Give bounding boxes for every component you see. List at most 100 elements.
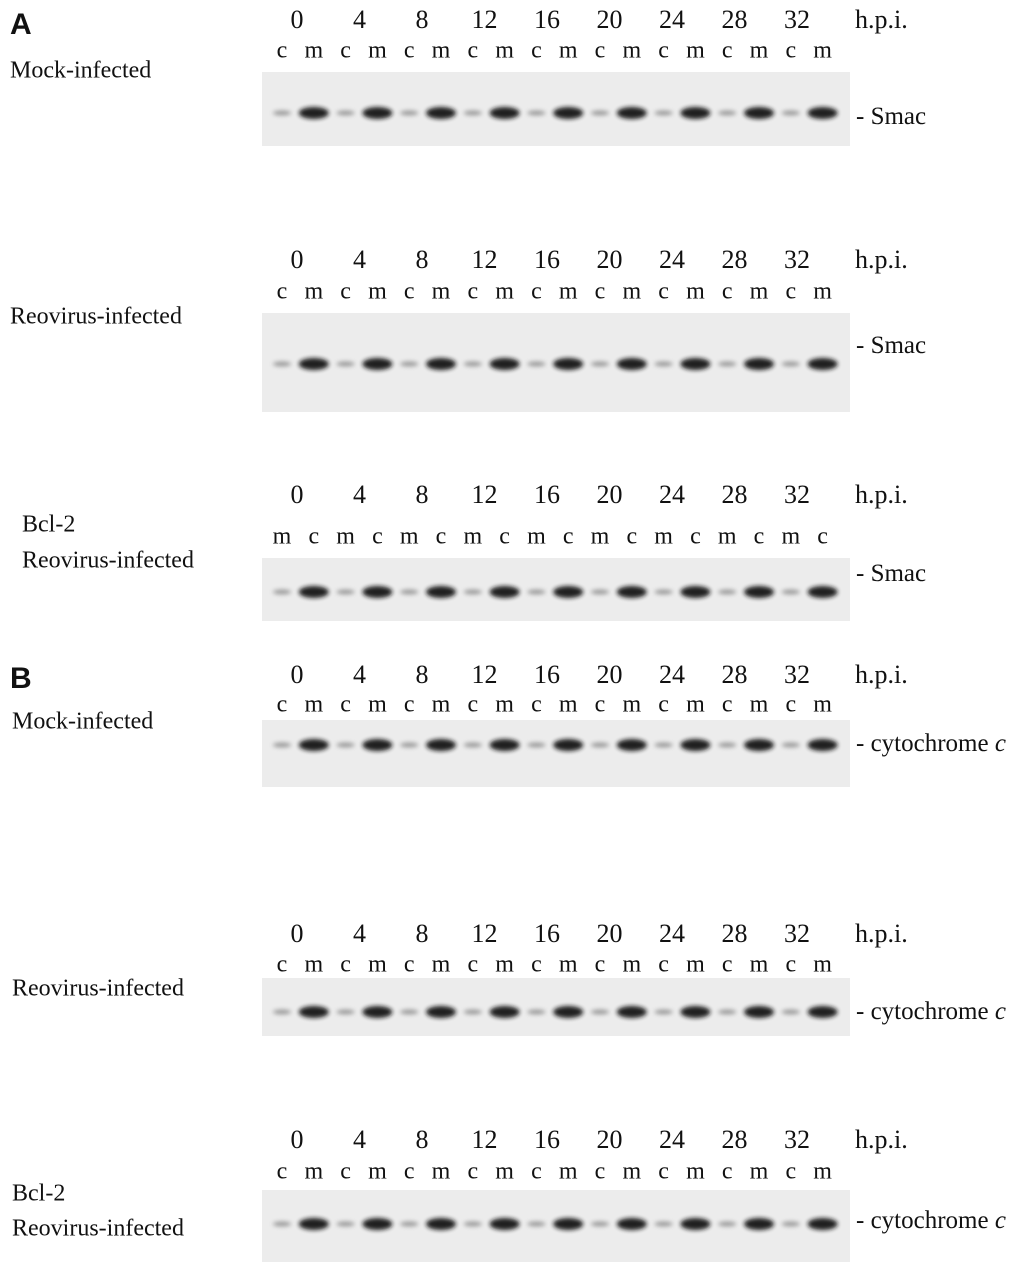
lane-label: c (595, 1159, 606, 1185)
band (299, 586, 329, 598)
lane-label: m (750, 1159, 769, 1185)
band (680, 739, 710, 751)
band-label: - Smac (856, 103, 926, 130)
band (464, 1010, 482, 1015)
band (718, 1010, 736, 1015)
lane-label: m (432, 279, 451, 305)
sample-label: Reovirus-infected (22, 548, 194, 574)
lane-label: c (785, 952, 796, 978)
hour-label: 24 (659, 245, 685, 274)
band (337, 111, 355, 116)
band (591, 1010, 609, 1015)
band (337, 743, 355, 748)
band (744, 358, 774, 370)
hour-label: 12 (472, 5, 498, 34)
band (744, 107, 774, 119)
lane-label: c (340, 692, 351, 718)
lane-label: c (531, 692, 542, 718)
lane-label: c (595, 38, 606, 64)
sample-label: Reovirus-infected (12, 1216, 184, 1242)
lane-label: c (404, 279, 415, 305)
band (362, 107, 392, 119)
band (273, 590, 291, 595)
band (490, 1006, 520, 1018)
band (680, 358, 710, 370)
band (808, 739, 838, 751)
band (617, 739, 647, 751)
lane-label: m (813, 692, 832, 718)
band (426, 1006, 456, 1018)
band-label: - Smac (856, 560, 926, 587)
lane-label: m (304, 38, 323, 64)
band (490, 358, 520, 370)
hours-unit: h.p.i. (855, 480, 908, 509)
lane-label: m (559, 279, 578, 305)
band (744, 1218, 774, 1230)
band (400, 111, 418, 116)
hour-label: 28 (722, 919, 748, 948)
hour-label: 8 (416, 5, 429, 34)
lane-label: c (467, 38, 478, 64)
hour-label: 24 (659, 919, 685, 948)
band (273, 743, 291, 748)
band (744, 586, 774, 598)
band (426, 358, 456, 370)
lane-label: c (722, 279, 733, 305)
band (655, 1222, 673, 1227)
lane-label: c (785, 692, 796, 718)
lane-label: m (463, 524, 482, 550)
band (655, 743, 673, 748)
lane-label: c (467, 952, 478, 978)
band (464, 590, 482, 595)
lane-label: c (404, 38, 415, 64)
lane-label: m (591, 524, 610, 550)
band (490, 739, 520, 751)
lane-label: m (304, 1159, 323, 1185)
hour-label: 0 (291, 1125, 304, 1154)
band (362, 1218, 392, 1230)
band (527, 1010, 545, 1015)
lane-label: c (531, 38, 542, 64)
band (782, 1010, 800, 1015)
band-name: - cytochrome (856, 1207, 989, 1234)
band (490, 586, 520, 598)
hour-label: 16 (534, 660, 560, 689)
lane-label: c (595, 952, 606, 978)
hour-label: 8 (416, 480, 429, 509)
hours-unit: h.p.i. (855, 245, 908, 274)
band (744, 1006, 774, 1018)
lane-label: m (368, 692, 387, 718)
band-label: - cytochrome c (856, 1207, 1006, 1234)
band (362, 739, 392, 751)
band (527, 362, 545, 367)
lane-label: m (686, 952, 705, 978)
hour-label: 20 (597, 660, 623, 689)
lane-label: c (595, 692, 606, 718)
band-name: - Smac (856, 560, 926, 587)
band (591, 743, 609, 748)
hour-label: 28 (722, 1125, 748, 1154)
lane-label: m (273, 524, 292, 550)
lane-label: c (817, 524, 828, 550)
lane-label: c (499, 524, 510, 550)
lane-label: c (722, 692, 733, 718)
band-name-italic: c (995, 730, 1006, 757)
band (400, 1010, 418, 1015)
lane-label: m (622, 38, 641, 64)
lane-label: m (654, 524, 673, 550)
lane-label: m (495, 1159, 514, 1185)
band (400, 590, 418, 595)
band (464, 111, 482, 116)
lane-label: c (658, 38, 669, 64)
band-label: - cytochrome c (856, 730, 1006, 757)
band (782, 743, 800, 748)
band (527, 1222, 545, 1227)
band (808, 1006, 838, 1018)
band (680, 1006, 710, 1018)
band (362, 358, 392, 370)
band (718, 743, 736, 748)
hour-label: 24 (659, 5, 685, 34)
hour-label: 20 (597, 919, 623, 948)
hour-label: 28 (722, 245, 748, 274)
